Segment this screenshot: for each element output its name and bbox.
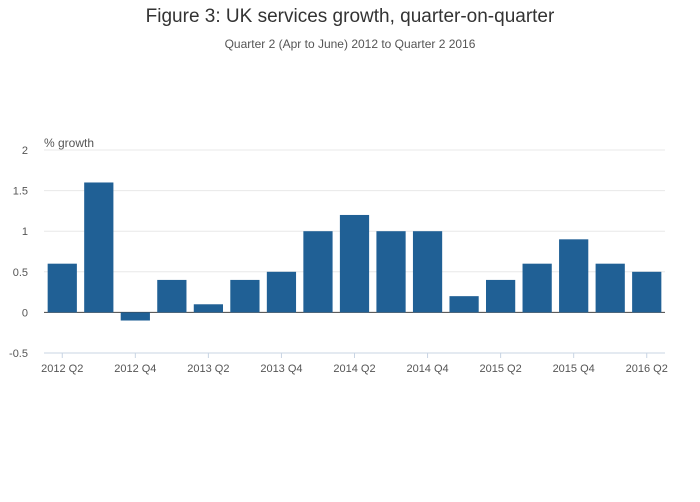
bar-2015-q3[interactable] — [522, 263, 552, 313]
chart-title: Figure 3: UK services growth, quarter-on… — [145, 6, 555, 27]
y-tick-label: 0 — [22, 307, 28, 319]
bar-2013-q1[interactable] — [157, 279, 187, 313]
y-axis-label: % growth — [44, 136, 94, 150]
bar-2013-q4[interactable] — [266, 271, 297, 313]
x-tick-label: 2013 Q4 — [260, 363, 302, 375]
bar-2015-q4[interactable] — [559, 239, 589, 313]
x-tick-label: 2012 Q2 — [41, 363, 83, 375]
x-tick-label: 2015 Q4 — [553, 363, 595, 375]
y-tick-label: 1 — [22, 226, 28, 238]
x-tick-label: 2015 Q2 — [480, 363, 522, 375]
x-tick-label: 2014 Q4 — [406, 363, 448, 375]
y-tick-label: 0.5 — [13, 267, 28, 279]
x-tick-label: 2012 Q4 — [114, 363, 156, 375]
bar-2014-q3[interactable] — [376, 231, 406, 313]
bar-2016-q2[interactable] — [632, 271, 662, 313]
bars — [47, 182, 662, 321]
bar-2014-q1[interactable] — [303, 231, 333, 313]
bar-2016-q1[interactable] — [595, 263, 625, 313]
bar-2012-q3[interactable] — [84, 182, 114, 313]
bar-2014-q4[interactable] — [412, 231, 443, 313]
y-axis-ticks: 2 1.5 1 0.5 0 -0.5 — [9, 145, 28, 360]
bar-2015-q2[interactable] — [486, 279, 516, 313]
x-tick-label: 2014 Q2 — [333, 363, 375, 375]
x-tick-label: 2013 Q2 — [187, 363, 229, 375]
bar-2015-q1[interactable] — [449, 296, 479, 313]
chart-subtitle: Quarter 2 (Apr to June) 2012 to Quarter … — [224, 37, 476, 51]
bar-2013-q3[interactable] — [230, 279, 260, 313]
bar-2013-q2[interactable] — [193, 304, 223, 313]
y-tick-label: 2 — [22, 145, 28, 157]
bar-2012-q4[interactable] — [120, 312, 150, 321]
y-tick-label: -0.5 — [9, 348, 28, 360]
bar-2014-q2[interactable] — [339, 214, 370, 313]
x-axis: 2012 Q2 2012 Q4 2013 Q2 2013 Q4 2014 Q2 2014 … — [41, 353, 668, 375]
bar-2012-q2[interactable] — [47, 263, 77, 313]
y-tick-label: 1.5 — [13, 186, 28, 198]
x-tick-label: 2016 Q2 — [626, 363, 668, 375]
